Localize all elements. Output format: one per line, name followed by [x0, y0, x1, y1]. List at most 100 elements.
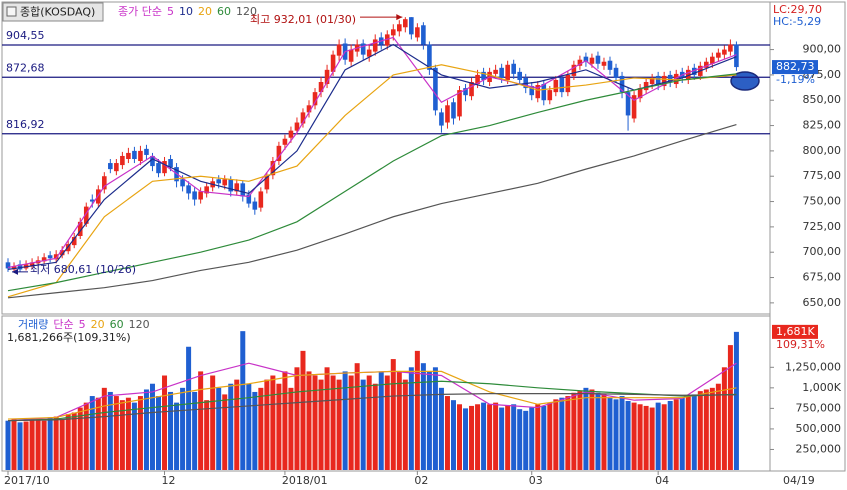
volume-bar [186, 346, 192, 470]
volume-bar [396, 371, 402, 470]
volume-info: 1,681,266주(109,31%) [7, 331, 131, 344]
ma-line [7, 64, 737, 298]
hc-label: HC:-5,29 [773, 15, 821, 28]
candle-body [114, 163, 119, 172]
volume-bar [529, 407, 535, 470]
volume-bar [29, 419, 35, 470]
legend-title: 거래량 [18, 318, 48, 331]
volume-bar [571, 392, 577, 470]
ma-line [7, 380, 737, 422]
candle-body [390, 29, 396, 36]
candle-body [433, 67, 438, 111]
volume-bar [709, 387, 715, 470]
ma-line [7, 123, 737, 299]
legend-entry: 5 [79, 318, 86, 331]
volume-bar [625, 400, 631, 470]
last-price-box [772, 60, 818, 75]
volume-bar [390, 359, 396, 470]
volume-bar [240, 331, 246, 470]
volume-bar [721, 367, 727, 470]
volume-bar [595, 392, 601, 470]
candle-body [270, 161, 276, 176]
volume-bar [511, 404, 517, 470]
candle-body [553, 79, 559, 93]
volume-bar [565, 396, 571, 470]
candle-body [445, 105, 450, 123]
candle-body [517, 71, 522, 80]
candle-body [324, 69, 330, 85]
candle-body [451, 102, 456, 119]
volume-bar [47, 417, 53, 470]
candle-body [41, 257, 47, 262]
volume-bar [360, 379, 366, 470]
candle-body [198, 191, 203, 200]
candle-body [607, 60, 613, 70]
volume-bar [463, 408, 469, 470]
legend-entry: 10 [179, 5, 193, 18]
volume-bar [402, 379, 408, 470]
y-tick-label: 1,250,000 [785, 360, 841, 373]
candle-body [583, 56, 589, 62]
candle-body [47, 255, 53, 259]
candle-body [661, 75, 667, 87]
candle-body [108, 163, 113, 170]
candle-body [29, 262, 35, 267]
candle-body [625, 92, 631, 116]
y-tick-label: 500,000 [796, 422, 842, 435]
legend-entry: 20 [91, 318, 105, 331]
candle-body [493, 69, 498, 74]
volume-bar [222, 394, 228, 470]
candle-body [222, 179, 228, 186]
candle-body [264, 176, 270, 190]
candle-body [613, 67, 619, 78]
candle-body [168, 159, 173, 168]
candle-body [457, 90, 462, 117]
volume-bar [324, 367, 330, 470]
candle-body [228, 179, 234, 192]
volume-bar [294, 367, 300, 470]
low-arrowhead [12, 268, 18, 275]
volume-bar [312, 375, 318, 470]
y-tick-label: 900,00 [803, 43, 842, 56]
candle-body [294, 122, 300, 131]
candle-body [589, 57, 595, 64]
candle-body [409, 17, 414, 35]
high-arrowhead [396, 14, 403, 21]
candle-body [372, 39, 378, 52]
candle-body [282, 138, 288, 145]
level-label: 816,92 [6, 118, 45, 131]
candle-body [577, 59, 583, 66]
volume-bar [499, 407, 505, 470]
candle-body [655, 75, 661, 86]
volume-bar [107, 391, 113, 470]
volume-bar [35, 419, 41, 470]
legend-method: 단순 [53, 318, 73, 331]
low-note: 최저 680,61 (10/26) [30, 263, 136, 276]
volume-bar [661, 404, 667, 470]
volume-bar [685, 396, 691, 470]
market-button-label[interactable]: 종합(KOSDAQ) [20, 6, 95, 19]
x-tick-label: 12 [162, 474, 176, 487]
volume-bar [613, 399, 619, 470]
candle-body [336, 44, 342, 56]
volume-bar [667, 400, 673, 470]
volume-bar [174, 402, 180, 470]
candle-body [710, 56, 715, 64]
candle-body [595, 55, 601, 64]
ma-line [7, 392, 737, 422]
volume-bar [17, 422, 23, 470]
candle-body [288, 130, 294, 138]
volume-bar [156, 396, 161, 470]
candle-body [132, 150, 137, 159]
y-tick-label: 675,00 [803, 271, 842, 284]
candle-body [192, 191, 197, 200]
candle-body [547, 90, 553, 101]
last-volume-box [772, 324, 818, 339]
x-tick-label: 2017/10 [4, 474, 50, 487]
volume-bar [444, 396, 450, 470]
candle-body [475, 74, 480, 85]
market-button[interactable] [2, 2, 104, 22]
level-label: 872,68 [6, 61, 45, 74]
candle-body [481, 71, 486, 80]
